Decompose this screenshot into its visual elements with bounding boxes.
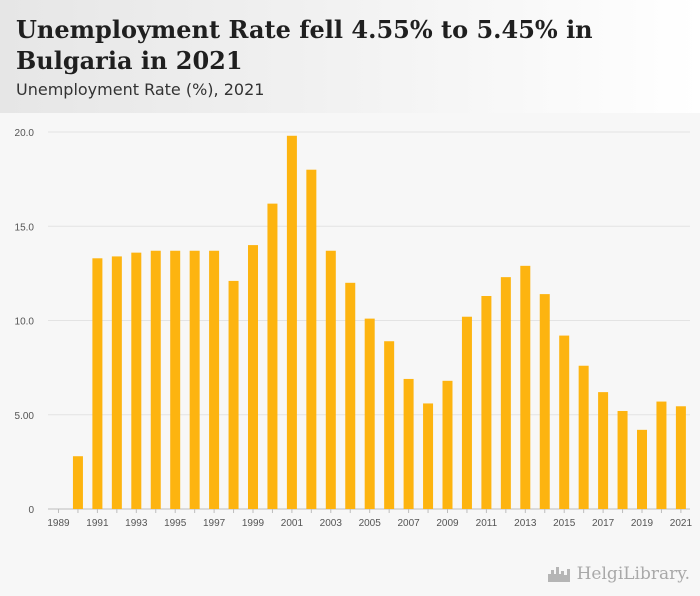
x-tick-label: 2017: [592, 518, 615, 529]
bar-2004: [345, 282, 356, 509]
bar-2003: [325, 250, 336, 509]
x-tick-label: 2015: [553, 518, 576, 529]
bar-2015: [559, 335, 570, 509]
x-tick-label: 1995: [164, 518, 187, 529]
bar-2012: [500, 277, 511, 509]
x-tick-label: 1993: [125, 518, 148, 529]
bar-1990: [72, 456, 83, 509]
x-tick-label: 2021: [670, 518, 693, 529]
x-tick-label: 1989: [47, 518, 70, 529]
bar-1998: [228, 280, 239, 509]
bar-2009: [442, 380, 453, 509]
bar-2019: [637, 429, 647, 509]
bar-2011: [481, 295, 492, 509]
x-tick-label: 2013: [514, 518, 537, 529]
x-tick-label: 1999: [242, 518, 265, 529]
bar-2010: [461, 316, 472, 509]
bar-1996: [189, 250, 200, 509]
bar-2013: [520, 265, 531, 509]
x-tick-label: 2007: [397, 518, 420, 529]
x-tick-label: 2009: [436, 518, 459, 529]
y-tick-label: 5.00: [15, 411, 35, 422]
x-tick-label: 2001: [281, 518, 304, 529]
bar-2000: [267, 203, 278, 509]
bar-2007: [403, 378, 414, 509]
chart-subtitle: Unemployment Rate (%), 2021: [16, 80, 265, 99]
bar-2021: [675, 406, 686, 509]
bar-2005: [364, 318, 375, 509]
x-tick-label: 2011: [476, 518, 498, 529]
x-tick-label: 2003: [320, 518, 343, 529]
x-tick-label: 1997: [203, 518, 226, 529]
chart-header: Unemployment Rate fell 4.55% to 5.45% in…: [0, 0, 700, 113]
bar-chart: 0 5.00 10.0 15.0 20.0 1989 1991 1993 1995 1997 199…: [15, 128, 693, 529]
bar-2018: [617, 410, 628, 509]
bar-2020: [656, 401, 667, 509]
chart-title: Unemployment Rate fell 4.55% to 5.45% in…: [16, 15, 593, 75]
bar-1995: [170, 250, 181, 509]
bar-1999: [248, 245, 258, 509]
helgilibrary-logo: HelgiLibrary.: [547, 564, 690, 584]
bar-2017: [598, 392, 609, 509]
y-tick-label: 0: [28, 505, 34, 516]
x-tick-label: 1991: [86, 518, 109, 529]
bar-1992: [111, 256, 122, 509]
bar-2002: [306, 169, 317, 509]
bar-2016: [578, 365, 589, 509]
bar-2006: [384, 341, 395, 509]
bar-2008: [423, 403, 434, 509]
y-tick-label: 20.0: [15, 128, 35, 139]
bar-1991: [92, 258, 103, 509]
city-skyline-icon: [547, 567, 570, 582]
bar-2001: [286, 135, 297, 509]
bar-1994: [150, 250, 161, 509]
bar-2014: [539, 294, 550, 509]
bar-1993: [131, 252, 142, 509]
y-tick-label: 15.0: [15, 222, 35, 233]
x-tick-label: 2019: [631, 518, 654, 529]
x-tick-label: 2005: [359, 518, 382, 529]
brand-name: HelgiLibrary.: [576, 564, 690, 584]
bar-1997: [209, 250, 220, 509]
y-tick-label: 10.0: [15, 317, 35, 328]
